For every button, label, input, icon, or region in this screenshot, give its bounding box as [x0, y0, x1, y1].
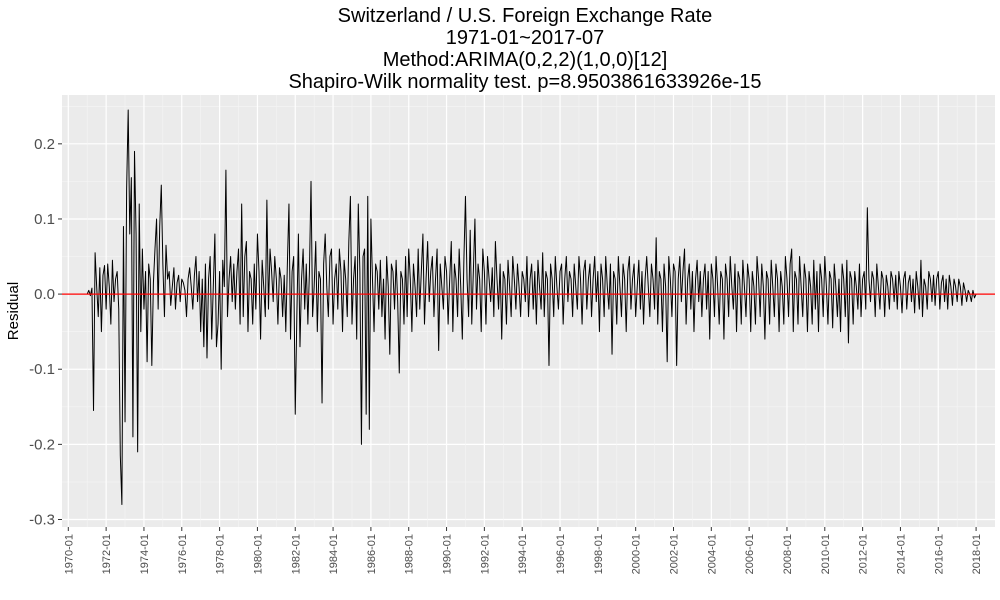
- y-axis: -0.3 -0.2 -0.1 0.0 0.1 0.2: [29, 136, 62, 528]
- title-line: Switzerland / U.S. Foreign Exchange Rate: [338, 5, 713, 27]
- y-tick-label: -0.2: [29, 436, 55, 453]
- x-tick-label: 2004-01: [706, 534, 718, 574]
- x-tick-label: 1984-01: [328, 534, 340, 574]
- x-tick-label: 1972-01: [101, 534, 113, 574]
- x-tick-label: 1988-01: [404, 534, 416, 574]
- x-tick-label: 2000-01: [631, 534, 643, 574]
- x-tick-label: 2002-01: [668, 534, 680, 574]
- subtitle-method: Method:ARIMA(0,2,2)(1,0,0)[12]: [383, 49, 668, 71]
- x-tick-label: 1978-01: [215, 534, 227, 574]
- x-tick-label: 1976-01: [177, 534, 189, 574]
- subtitle-normality-test: Shapiro-Wilk normality test. p=8.9503861…: [288, 71, 761, 93]
- x-tick-label: 1980-01: [252, 534, 264, 574]
- y-tick-label: -0.1: [29, 361, 55, 378]
- x-tick-label: 2012-01: [858, 534, 870, 574]
- subtitle-period: 1971-01~2017-07: [446, 27, 604, 49]
- y-tick-label: 0.1: [34, 211, 55, 228]
- chart-title: Switzerland / U.S. Foreign Exchange Rate…: [288, 5, 761, 93]
- x-tick-label: 1996-01: [555, 534, 567, 574]
- x-tick-label: 2016-01: [933, 534, 945, 574]
- y-tick-label: 0.0: [34, 286, 55, 303]
- x-axis: 1970-01 1972-01 1974-01 1976-01 1978-01 1980-…: [63, 527, 983, 574]
- x-tick-label: 2006-01: [744, 534, 756, 574]
- x-tick-label: 1990-01: [442, 534, 454, 574]
- y-axis-title: Residual: [5, 282, 22, 340]
- residual-series-line: [86, 109, 977, 505]
- x-tick-label: 2014-01: [895, 534, 907, 574]
- y-tick-label: -0.3: [29, 511, 55, 528]
- x-tick-label: 2008-01: [782, 534, 794, 574]
- x-tick-label: 2010-01: [820, 534, 832, 574]
- x-tick-label: 2018-01: [971, 534, 983, 574]
- x-tick-label: 1998-01: [593, 534, 605, 574]
- x-tick-label: 1970-01: [63, 534, 75, 574]
- x-tick-label: 1992-01: [479, 534, 491, 574]
- x-tick-label: 1994-01: [517, 534, 529, 574]
- x-tick-label: 1982-01: [290, 534, 302, 574]
- x-tick-label: 1986-01: [366, 534, 378, 574]
- y-tick-label: 0.2: [34, 136, 55, 153]
- series-layer: [86, 109, 977, 505]
- x-tick-label: 1974-01: [139, 534, 151, 574]
